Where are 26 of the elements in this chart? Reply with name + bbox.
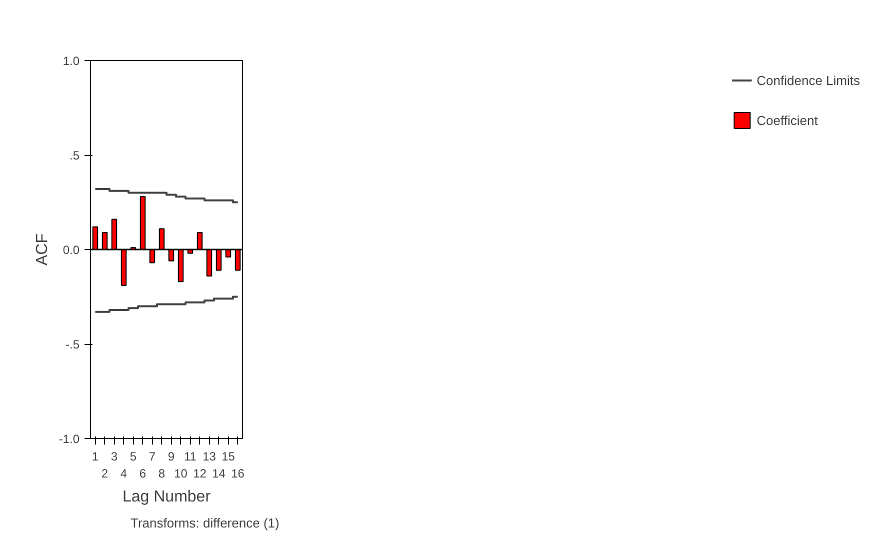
y-tick-label: 0.0: [62, 243, 80, 257]
x-axis-title: Lag Number: [122, 488, 212, 506]
text: Transforms: difference (1): [130, 516, 280, 530]
x-tick-label: 8: [158, 466, 166, 480]
x-tick-label: 15: [222, 450, 236, 464]
x-tick-label: 16: [231, 466, 245, 480]
y-axis-title: ACF: [34, 233, 51, 266]
x-tick-label: 7: [148, 450, 156, 464]
y-tick-label: .5: [69, 148, 80, 162]
y-tick-label: -1.0: [58, 432, 80, 446]
x-tick-label: 11: [184, 450, 197, 464]
y-tick-label: 1.0: [62, 54, 80, 68]
x-tick-label: 1: [92, 450, 99, 464]
x-tick-label: 12: [193, 466, 207, 480]
x-tick-label: 13: [202, 450, 216, 464]
x-tick-label: 6: [139, 466, 146, 480]
x-tick-label: 14: [212, 466, 226, 480]
x-tick-label: 5: [130, 450, 137, 464]
x-tick-label: 3: [110, 450, 118, 464]
y-tick-label: -.5: [65, 338, 80, 352]
x-tick-label: 9: [168, 450, 175, 464]
legend-label: Coefficient: [756, 112, 818, 128]
x-tick-label: 4: [120, 466, 128, 480]
legend-label: Confidence Limits: [756, 72, 860, 88]
x-tick-label: 10: [174, 466, 188, 480]
x-tick-label: 2: [101, 466, 108, 480]
